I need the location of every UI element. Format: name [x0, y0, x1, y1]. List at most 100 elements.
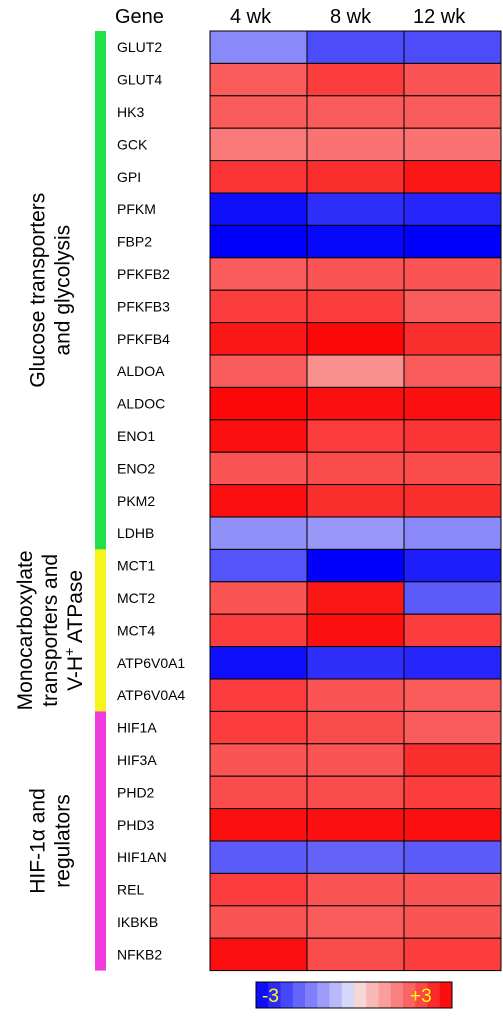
- group-bar: [95, 31, 106, 550]
- group-bar: [95, 549, 106, 712]
- gene-label: GPI: [117, 169, 141, 185]
- column-header: 12 wk: [413, 6, 466, 28]
- gene-label: ENO1: [117, 428, 155, 444]
- heatmap-cell: [306, 484, 405, 518]
- legend-swatch: [354, 982, 367, 1008]
- heatmap-cell: [403, 160, 502, 194]
- legend-border: [255, 981, 453, 1009]
- gene-label: PFKFB3: [117, 298, 170, 314]
- heatmap-cell: [306, 775, 405, 810]
- heatmap-cell: [306, 678, 405, 712]
- legend-swatch: [427, 982, 441, 1008]
- heatmap-cell: [306, 322, 405, 356]
- gene-label: ATP6V0A1: [117, 655, 185, 671]
- heatmap-cell: [209, 289, 308, 324]
- heatmap-cell: [403, 581, 502, 615]
- heatmap-cell: [403, 710, 502, 745]
- heatmap-cell: [306, 548, 405, 583]
- gene-label: PKM2: [117, 493, 155, 509]
- heatmap-cell: [209, 516, 308, 550]
- gene-label: ALDOA: [117, 363, 165, 379]
- heatmap-cell: [209, 192, 308, 226]
- gene-label: PFKM: [117, 201, 156, 217]
- group-label-line: and glycolysis: [52, 225, 75, 356]
- heatmap-cell: [403, 937, 502, 972]
- heatmap-cell: [306, 613, 405, 648]
- heatmap-cell: [306, 581, 405, 615]
- heatmap-cell: [209, 710, 308, 745]
- gene-label: ENO2: [117, 460, 155, 476]
- heatmap-cell: [403, 905, 502, 939]
- heatmap-cell: [209, 95, 308, 129]
- heatmap-cell: [403, 613, 502, 648]
- gene-label: PHD2: [117, 784, 155, 800]
- heatmap-cell: [209, 840, 308, 874]
- legend-swatch: [329, 982, 343, 1008]
- legend-swatch: [439, 982, 453, 1008]
- heatmap-cell: [209, 322, 308, 356]
- heatmap-cell: [306, 808, 405, 842]
- gene-label: PHD3: [117, 817, 155, 833]
- legend-min-label: -3: [262, 986, 279, 1007]
- heatmap-cell: [403, 516, 502, 550]
- group-label: Monocarboxylate transporters and V-H+ ATPa…: [14, 550, 87, 710]
- heatmap-cell: [306, 872, 405, 907]
- heatmap-cell: [209, 160, 308, 194]
- legend-swatch: [256, 982, 269, 1008]
- heatmap-cell: [306, 257, 405, 291]
- heatmap-cell: [209, 62, 308, 97]
- gene-label: ATP6V0A4: [117, 687, 185, 703]
- heatmap-cell: [209, 937, 308, 972]
- heatmap-cell: [403, 484, 502, 518]
- heatmap-cell: [306, 516, 405, 550]
- group-label-line: regulators: [52, 794, 75, 887]
- heatmap-cell: [403, 808, 502, 842]
- heatmap-cell: [403, 127, 502, 162]
- heatmap-cell: [306, 127, 405, 162]
- legend-swatch: [378, 982, 392, 1008]
- group-bar: [95, 711, 106, 971]
- heatmap-cell: [306, 451, 405, 486]
- gene-label: NFKB2: [117, 946, 162, 962]
- heatmap-cell: [403, 354, 502, 388]
- heatmap-cell: [306, 160, 405, 194]
- heatmap-cell: [403, 548, 502, 583]
- legend-swatch: [317, 982, 330, 1008]
- heatmap-cell: [209, 386, 308, 421]
- legend-swatch: [305, 982, 318, 1008]
- legend-swatch: [403, 982, 416, 1008]
- heatmap-cell: [306, 30, 405, 64]
- heatmap-cell: [403, 743, 502, 777]
- heatmap-cell: [403, 95, 502, 129]
- heatmap-cell: [306, 905, 405, 939]
- heatmap-cell: [403, 192, 502, 226]
- group-label-line: HIF-1α and: [27, 788, 50, 894]
- heatmap-cell: [209, 581, 308, 615]
- heatmap-cell: [403, 386, 502, 421]
- legend-max-label: +3: [410, 986, 432, 1007]
- legend-swatch: [292, 982, 306, 1008]
- heatmap-cell: [403, 872, 502, 907]
- group-label-line: V-H+ ATPase: [61, 570, 87, 691]
- group-label: Glucose transporters and glycolysis: [27, 193, 75, 388]
- gene-label: GCK: [117, 136, 148, 152]
- heatmap-cell: [306, 192, 405, 226]
- gene-label: FBP2: [117, 234, 152, 250]
- heatmap-cell: [306, 937, 405, 972]
- heatmap-cell: [209, 613, 308, 648]
- gene-label: MCT2: [117, 590, 155, 606]
- heatmap-cell: [209, 127, 308, 162]
- group-label-line: Glucose transporters: [27, 193, 50, 388]
- heatmap-cell: [306, 95, 405, 129]
- heatmap-cell: [209, 224, 308, 259]
- gene-label: PFKFB4: [117, 331, 170, 347]
- heatmap-cell: [306, 354, 405, 388]
- heatmap-cell: [209, 872, 308, 907]
- gene-label: HIF1AN: [117, 849, 167, 865]
- gene-label: GLUT4: [117, 72, 162, 88]
- heatmap-cell: [403, 257, 502, 291]
- heatmap-cell: [403, 30, 502, 64]
- heatmap-cell: [306, 62, 405, 97]
- heatmap-cell: [209, 354, 308, 388]
